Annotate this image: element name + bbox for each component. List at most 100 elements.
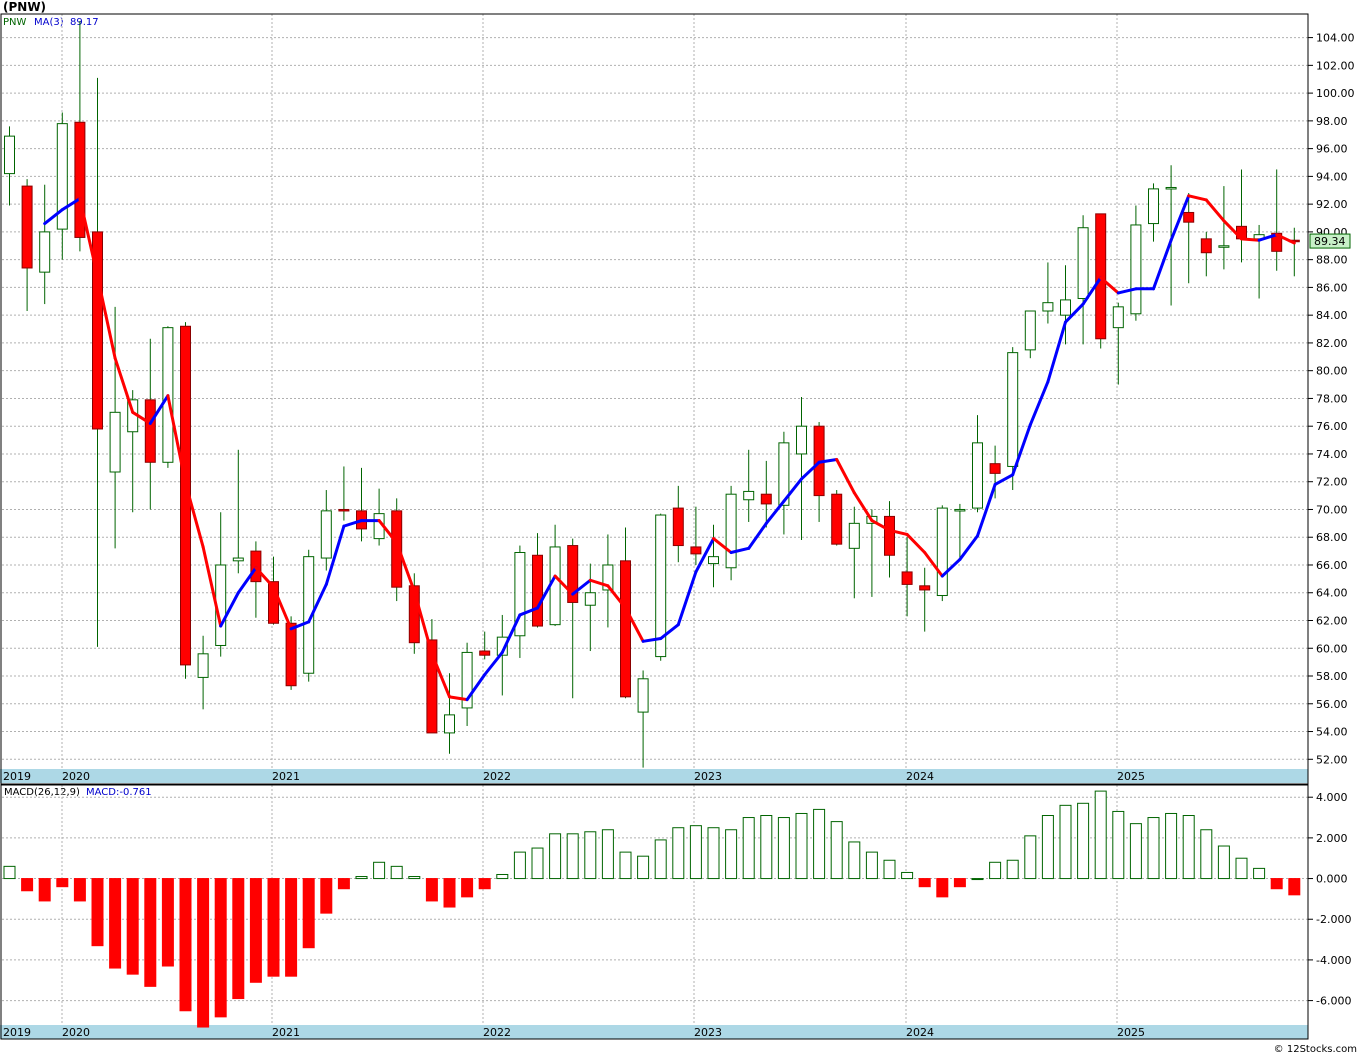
year-label: 2023 <box>694 770 722 783</box>
candle-up <box>1130 205 1142 321</box>
macd-bar-negative <box>56 878 69 888</box>
candle-down <box>760 460 772 528</box>
candle-up <box>602 534 614 628</box>
candle-down <box>479 631 491 660</box>
candlesticks <box>4 20 1300 768</box>
ma-segment <box>553 574 575 596</box>
candle-down <box>74 20 86 252</box>
price-tick-label: 70.00 <box>1316 503 1348 516</box>
chart-title: (PNW) <box>3 0 46 14</box>
macd-bar-positive <box>3 865 16 880</box>
watermark: © 12Stocks.com <box>1274 1044 1357 1055</box>
ma-segment <box>536 574 557 610</box>
price-legend-symbol: PNW <box>3 17 27 28</box>
macd-bar-positive <box>989 861 1002 880</box>
candle-down <box>884 501 895 578</box>
ma-segment <box>518 606 539 617</box>
candle-body <box>461 651 473 709</box>
ma-segment <box>1240 237 1261 242</box>
candle-body <box>831 493 843 545</box>
macd-tick-label: 0.000 <box>1316 873 1348 886</box>
candle-body <box>690 546 702 555</box>
candle-body <box>39 231 51 273</box>
macd-bar-negative <box>918 878 931 888</box>
macd-bar-positive <box>408 876 421 880</box>
candle-up <box>796 397 807 541</box>
ma-segment <box>148 394 170 425</box>
macd-bar-negative <box>953 878 966 888</box>
price-gridlines <box>2 14 1308 769</box>
candle-down <box>426 619 438 734</box>
macd-bar-negative <box>936 878 949 898</box>
candle-down <box>391 498 403 602</box>
ma-segment <box>1275 233 1296 245</box>
candle-down <box>180 322 191 679</box>
candle-down <box>1200 231 1212 277</box>
candle-up <box>1112 302 1124 385</box>
ma-segment <box>184 481 205 549</box>
candle-body <box>21 185 33 269</box>
ma-segment <box>1152 238 1173 291</box>
ma-segment <box>764 499 786 525</box>
ma-segment <box>817 458 839 464</box>
candle-up <box>461 642 473 726</box>
macd-bar-positive <box>1059 804 1072 880</box>
moving-average-line <box>43 194 1296 702</box>
ma-segment <box>1187 194 1208 202</box>
candle-up <box>1077 215 1089 345</box>
candle-body <box>954 508 966 512</box>
price-tick-label: 58.00 <box>1316 670 1348 683</box>
ma-segment <box>993 473 1015 486</box>
price-tick-label: 72.00 <box>1316 476 1348 489</box>
ma-segment <box>430 652 451 699</box>
candle-down <box>672 485 684 563</box>
candle-body <box>584 592 596 606</box>
ma-segment <box>905 532 927 554</box>
price-tick-label: 100.00 <box>1316 87 1355 100</box>
candle-body <box>884 515 895 556</box>
macd-bar-positive <box>742 817 755 880</box>
macd-bar-positive <box>513 851 526 880</box>
ma-segment <box>289 620 311 631</box>
ma-segment <box>747 521 768 550</box>
macd-bar-positive <box>373 861 386 880</box>
candle-up <box>637 670 649 768</box>
year-label: 2024 <box>906 770 934 783</box>
ma-segment <box>729 546 751 554</box>
ma-segment <box>782 477 803 503</box>
price-tick-label: 78.00 <box>1316 392 1348 405</box>
macd-bar-negative <box>249 878 262 983</box>
macd-bar-positive <box>1147 817 1160 880</box>
ma-segment <box>958 534 979 561</box>
price-tick-label: 56.00 <box>1316 698 1348 711</box>
candle-body <box>778 442 790 506</box>
candle-down <box>532 533 543 628</box>
ma-segment <box>1099 276 1120 295</box>
candle-up <box>972 415 983 513</box>
last-price-tag: 89.34 <box>1309 233 1351 249</box>
candle-body <box>1200 238 1212 254</box>
ma-segment <box>43 208 64 226</box>
candle-up <box>1165 165 1177 306</box>
ma-segment <box>201 545 223 628</box>
candle-down <box>919 567 931 632</box>
year-label: 2019 <box>3 1026 31 1039</box>
candle-down <box>901 537 913 617</box>
ma-segment <box>1169 194 1191 242</box>
ma-segment <box>659 623 680 641</box>
candle-body <box>338 508 350 512</box>
macd-bar-negative <box>337 878 350 890</box>
candle-body <box>1007 352 1019 467</box>
macd-bar-negative <box>1288 878 1301 896</box>
candle-body <box>743 490 755 501</box>
macd-bar-positive <box>725 829 738 880</box>
macd-bar-positive <box>566 833 579 880</box>
macd-histogram <box>3 790 1301 1028</box>
price-tick-label: 84.00 <box>1316 309 1348 322</box>
year-label: 2022 <box>483 770 511 783</box>
macd-bar-positive <box>1253 867 1266 880</box>
ma-segment <box>676 570 698 627</box>
candle-down <box>92 77 103 647</box>
ma-segment <box>624 606 645 643</box>
